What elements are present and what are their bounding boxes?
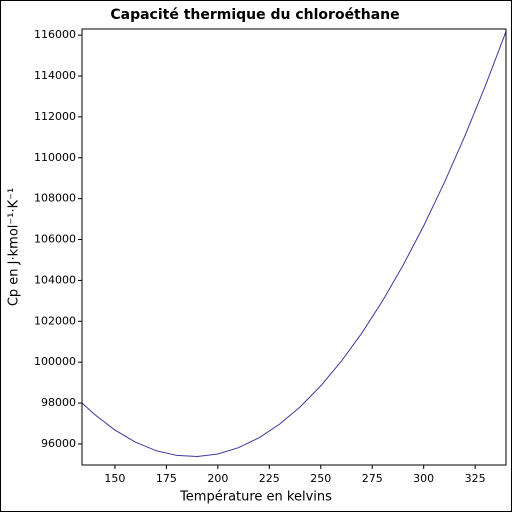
x-tick-label: 225 bbox=[259, 472, 280, 485]
chart-title: Capacité thermique du chloroéthane bbox=[110, 7, 399, 23]
x-tick-label: 300 bbox=[413, 472, 434, 485]
x-tick-label: 325 bbox=[465, 472, 486, 485]
data-line bbox=[81, 31, 507, 458]
x-tick-label: 200 bbox=[207, 472, 228, 485]
plot-frame bbox=[81, 28, 507, 466]
x-tick-label: 250 bbox=[310, 472, 331, 485]
y-tick-label: 116000 bbox=[34, 28, 76, 41]
y-tick-label: 108000 bbox=[34, 192, 76, 205]
x-tick-label: 275 bbox=[362, 472, 383, 485]
y-axis-label: Cp en J·kmol⁻¹·K⁻¹ bbox=[7, 188, 22, 306]
y-tick-label: 96000 bbox=[41, 437, 76, 450]
x-axis-label: Température en kelvins bbox=[179, 490, 332, 505]
y-tick-label: 114000 bbox=[34, 69, 76, 82]
y-tick-label: 98000 bbox=[41, 396, 76, 409]
y-tick-label: 112000 bbox=[34, 110, 76, 123]
x-tick-label: 175 bbox=[156, 472, 177, 485]
y-tick-label: 106000 bbox=[34, 233, 76, 246]
y-tick-label: 100000 bbox=[34, 355, 76, 368]
y-tick-label: 102000 bbox=[34, 314, 76, 327]
x-tick-label: 150 bbox=[104, 472, 125, 485]
y-tick-label: 104000 bbox=[34, 273, 76, 286]
y-tick-label: 110000 bbox=[34, 151, 76, 164]
